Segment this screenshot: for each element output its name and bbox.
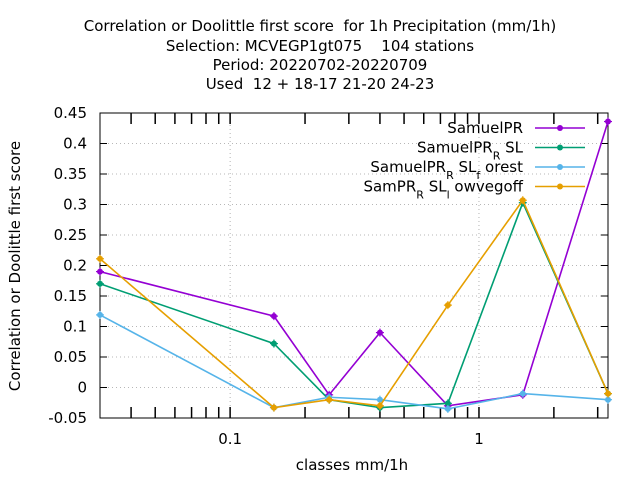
y-tick-label: -0.05 [48, 409, 87, 427]
y-axis-label: Correlation or Doolittle first score [6, 141, 24, 391]
x-tick-label: 0.1 [218, 430, 242, 448]
legend-marker [557, 125, 563, 131]
legend-label: SamuelPRR SLf orest [370, 158, 523, 182]
series-line [99, 314, 609, 410]
title-line-2: Selection: MCVEGP1gt075 104 stations [165, 37, 475, 55]
y-tick-label: 0.2 [63, 257, 87, 275]
y-tick-label: 0.35 [54, 165, 87, 183]
x-tick-label: 1 [474, 430, 484, 448]
grid [100, 113, 608, 418]
y-tick-label: 0.05 [54, 348, 87, 366]
y-tick-label: 0.45 [54, 104, 87, 122]
y-tick-label: 0.1 [63, 318, 87, 336]
legend-marker [557, 144, 563, 151]
series-line [99, 121, 609, 407]
y-tick-label: 0 [77, 379, 87, 397]
series-1 [96, 117, 612, 410]
x-axis-label: classes mm/1h [296, 456, 408, 474]
legend-marker [557, 164, 563, 170]
series-2 [96, 198, 612, 412]
legend-marker [557, 183, 563, 190]
series-line [99, 200, 609, 409]
legend-label: SamPRR SLl owvegoff [363, 178, 523, 202]
series-lines [96, 117, 612, 413]
title-line-1: Correlation or Doolittle first score for… [83, 17, 557, 35]
title-line-4: Used 12 + 18-17 21-20 24-23 [205, 75, 435, 93]
y-tick-label: 0.4 [63, 135, 87, 153]
y-tick-label: 0.15 [54, 287, 87, 305]
legend-label: SamuelPRR SL [417, 139, 524, 163]
series-line [99, 198, 609, 409]
series-3 [96, 310, 612, 413]
title-line-3: Period: 20220702-20220709 [212, 56, 428, 74]
series-4 [96, 196, 612, 412]
axis-ticks: -0.05 0 0.05 0.1 0.15 0.2 0.25 0.3 0.35 0.4 0.45 0.… [48, 104, 608, 448]
y-tick-label: 0.3 [63, 196, 87, 214]
legend-label: SamuelPR [447, 119, 523, 137]
y-tick-label: 0.25 [54, 226, 87, 244]
